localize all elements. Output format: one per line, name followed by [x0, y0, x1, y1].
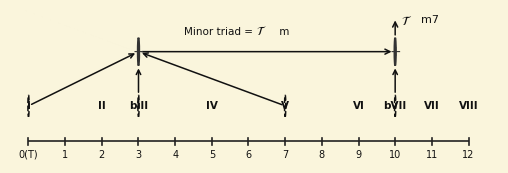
Text: 10: 10	[389, 150, 401, 160]
Text: 2: 2	[99, 150, 105, 160]
Text: 1: 1	[62, 150, 68, 160]
Text: m7: m7	[421, 15, 439, 25]
Text: +: +	[133, 45, 144, 59]
Text: m: m	[276, 26, 290, 37]
Text: +: +	[389, 45, 401, 59]
Text: V: V	[281, 101, 289, 111]
Text: 4: 4	[172, 150, 178, 160]
Text: 12: 12	[462, 150, 474, 160]
Text: IV: IV	[206, 101, 218, 111]
Text: II: II	[98, 101, 106, 111]
Text: 7: 7	[282, 150, 289, 160]
Text: VII: VII	[424, 101, 440, 111]
Text: bVII: bVII	[384, 101, 407, 111]
Ellipse shape	[138, 38, 139, 66]
Text: 0(T): 0(T)	[19, 150, 38, 160]
Text: $\mathcal{T}$: $\mathcal{T}$	[401, 15, 412, 28]
Text: Minor triad =: Minor triad =	[183, 26, 256, 37]
Text: 5: 5	[209, 150, 215, 160]
Text: 6: 6	[245, 150, 251, 160]
Text: 9: 9	[356, 150, 362, 160]
Text: 3: 3	[136, 150, 142, 160]
Text: 8: 8	[319, 150, 325, 160]
Text: $\mathcal{T}$: $\mathcal{T}$	[256, 25, 266, 38]
Ellipse shape	[394, 38, 396, 66]
Text: I: I	[26, 101, 30, 111]
Text: VI: VI	[353, 101, 364, 111]
Text: 11: 11	[426, 150, 438, 160]
Text: bIII: bIII	[129, 101, 148, 111]
Text: VIII: VIII	[459, 101, 479, 111]
